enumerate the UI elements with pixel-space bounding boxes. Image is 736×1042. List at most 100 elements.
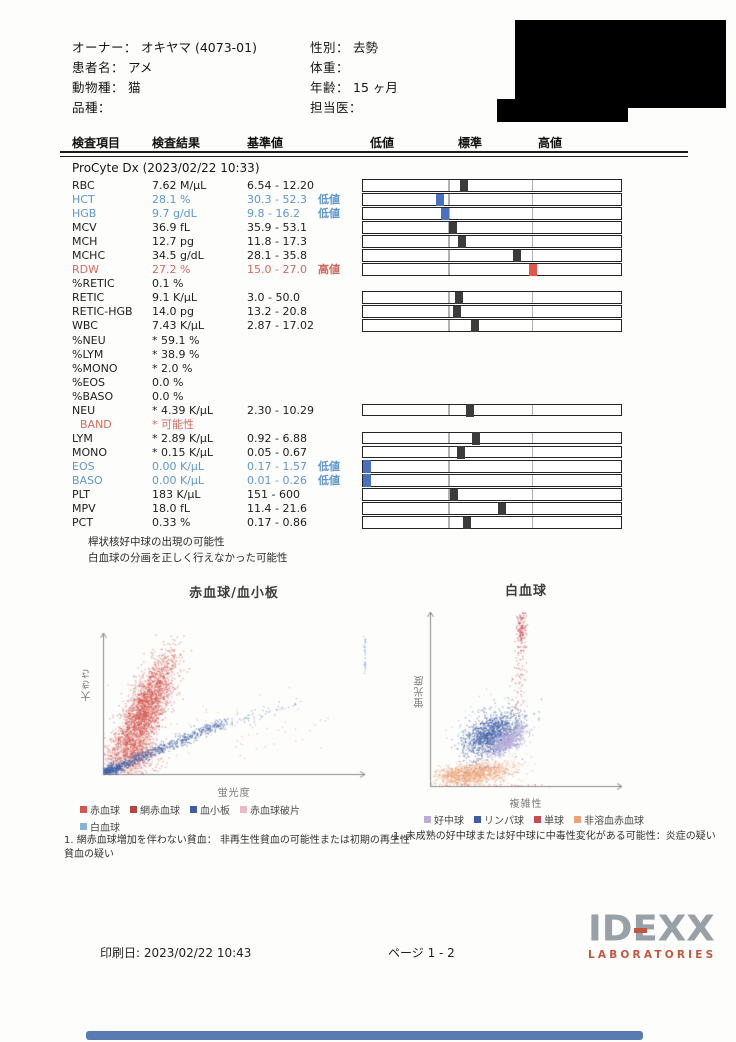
legend-item: リンパ球 — [474, 812, 524, 827]
range-divider — [531, 194, 533, 205]
value-marker — [463, 516, 472, 530]
parameter-name: WBC — [72, 319, 98, 333]
range-divider — [448, 306, 450, 318]
parameter-name: HGB — [72, 207, 97, 221]
parameter-name: %LYM — [72, 347, 104, 361]
range-divider — [448, 489, 450, 500]
result-value: 183 K/µL — [152, 488, 201, 502]
scan-artifact-strip — [86, 1031, 643, 1040]
parameter-name: MPV — [72, 502, 96, 516]
range-divider — [448, 250, 450, 261]
legend-label: 非溶血赤血球 — [584, 816, 644, 827]
result-value: 9.1 K/µL — [152, 291, 198, 305]
table-row: HCT 28.1 % 30.3 - 52.3 低値 — [60, 193, 700, 207]
parameter-name: LYM — [72, 431, 93, 445]
range-bar — [362, 235, 622, 249]
parameter-name: MCH — [72, 235, 98, 249]
note-line: 桿状核好中球の出現の可能性 — [88, 536, 225, 548]
legend-label: 好中球 — [434, 816, 464, 827]
result-value: 9.7 g/dL — [152, 207, 197, 221]
table-row: MPV 18.0 fL 11.4 - 21.6 — [60, 502, 700, 516]
value-marker — [436, 193, 445, 207]
range-divider — [531, 180, 533, 191]
reference-range: 0.01 - 0.26 — [247, 473, 307, 487]
table-row: LYM * 2.89 K/µL 0.92 - 6.88 — [60, 431, 700, 446]
range-bar — [362, 319, 622, 333]
legend-swatch-icon — [190, 806, 197, 813]
range-bar — [362, 249, 622, 263]
parameter-name: %MONO — [72, 361, 118, 375]
parameter-name: MONO — [72, 445, 108, 459]
value-marker — [363, 460, 371, 473]
legend-item: 赤血球 — [80, 802, 120, 817]
legend-swatch-icon — [80, 806, 87, 813]
header-field: オーナー： オキヤマ (4073-01) — [72, 40, 257, 55]
range-divider — [531, 236, 533, 247]
header-field: 動物種： 猫 — [72, 80, 141, 95]
footnote-right: 1. 未成熟の好中球または好中球に中毒性変化がある可能性：炎症の疑い — [393, 831, 716, 842]
result-value: 34.5 g/dL — [152, 249, 204, 263]
table-row: %RETIC 0.1 % — [60, 277, 700, 291]
legend-swatch-icon — [80, 823, 87, 830]
value-marker — [454, 291, 463, 305]
legend-label: 単球 — [544, 816, 564, 827]
range-divider — [448, 320, 450, 332]
result-value: 28.1 % — [152, 193, 191, 207]
range-divider — [448, 517, 450, 528]
table-row: EOS 0.00 K/µL 0.17 - 1.57 低値 — [60, 459, 700, 474]
table-row: RETIC-HGB 14.0 pg 13.2 - 20.8 — [60, 305, 700, 319]
result-value: 36.9 fL — [152, 221, 190, 235]
table-row: WBC 7.43 K/µL 2.87 - 17.02 — [60, 319, 700, 333]
range-divider — [531, 208, 533, 219]
value-marker — [512, 249, 521, 263]
value-marker — [452, 305, 461, 319]
reference-range: 2.87 - 17.02 — [247, 319, 314, 333]
abnormal-flag: 低値 — [318, 473, 340, 487]
reference-range: 6.54 - 12.20 — [247, 179, 314, 192]
reference-range: 11.8 - 17.3 — [247, 235, 307, 249]
parameter-name: %RETIC — [72, 277, 115, 291]
result-value: 0.0 % — [152, 375, 184, 389]
range-divider — [448, 180, 450, 191]
y-axis-label-wbc: 蛍光度 — [415, 675, 426, 708]
range-divider — [531, 250, 533, 261]
parameter-name: RDW — [72, 263, 99, 277]
table-row: RBC 7.62 M/µL 6.54 - 12.20 — [60, 179, 700, 193]
col-header-high: 高値 — [538, 136, 563, 150]
parameter-name: MCV — [72, 221, 97, 235]
result-value: 12.7 pg — [152, 235, 194, 249]
idexx-logo: IDEXX LABORATORIES — [588, 911, 728, 961]
abnormal-flag: 高値 — [318, 263, 340, 277]
result-notes: 桿状核好中球の出現の可能性 白血球の分画を正しく行えなかった可能性 — [88, 534, 288, 566]
reference-range: 30.3 - 52.3 — [247, 193, 307, 207]
legend-swatch-icon — [130, 806, 137, 813]
value-marker — [457, 235, 466, 249]
x-axis-label-rbc: 蛍光度 — [217, 788, 251, 799]
value-marker — [449, 488, 458, 502]
section-title: ProCyte Dx (2023/02/22 10:33) — [72, 161, 260, 175]
result-value: * 0.15 K/µL — [152, 445, 214, 459]
idexx-logo-subtext: LABORATORIES — [588, 949, 717, 961]
range-divider — [531, 474, 533, 486]
header-field: 担当医： — [310, 100, 363, 115]
result-value: 0.0 % — [152, 389, 184, 403]
range-bar — [362, 502, 622, 516]
reference-range: 3.0 - 50.0 — [247, 291, 300, 305]
table-row: HGB 9.7 g/dL 9.8 - 16.2 低値 — [60, 207, 700, 221]
range-divider — [531, 460, 533, 472]
range-divider — [531, 320, 533, 332]
idexx-logo-dash — [634, 928, 647, 933]
col-header-normal: 標準 — [458, 136, 483, 150]
parameter-name: %EOS — [72, 375, 106, 389]
legend-item: 非溶血赤血球 — [574, 812, 644, 827]
header-rule — [60, 151, 688, 157]
range-divider — [531, 517, 533, 528]
range-bar — [362, 516, 622, 530]
range-bar — [362, 291, 622, 305]
reference-range: 151 - 600 — [247, 488, 300, 502]
results-rows: RBC 7.62 M/µL 6.54 - 12.20 HCT 28.1 % 30.3 - … — [60, 179, 700, 530]
note-line: 白血球の分画を正しく行えなかった可能性 — [88, 552, 288, 564]
table-row: %BASO 0.0 % — [60, 390, 700, 404]
range-divider — [448, 292, 450, 303]
range-divider — [531, 432, 533, 444]
